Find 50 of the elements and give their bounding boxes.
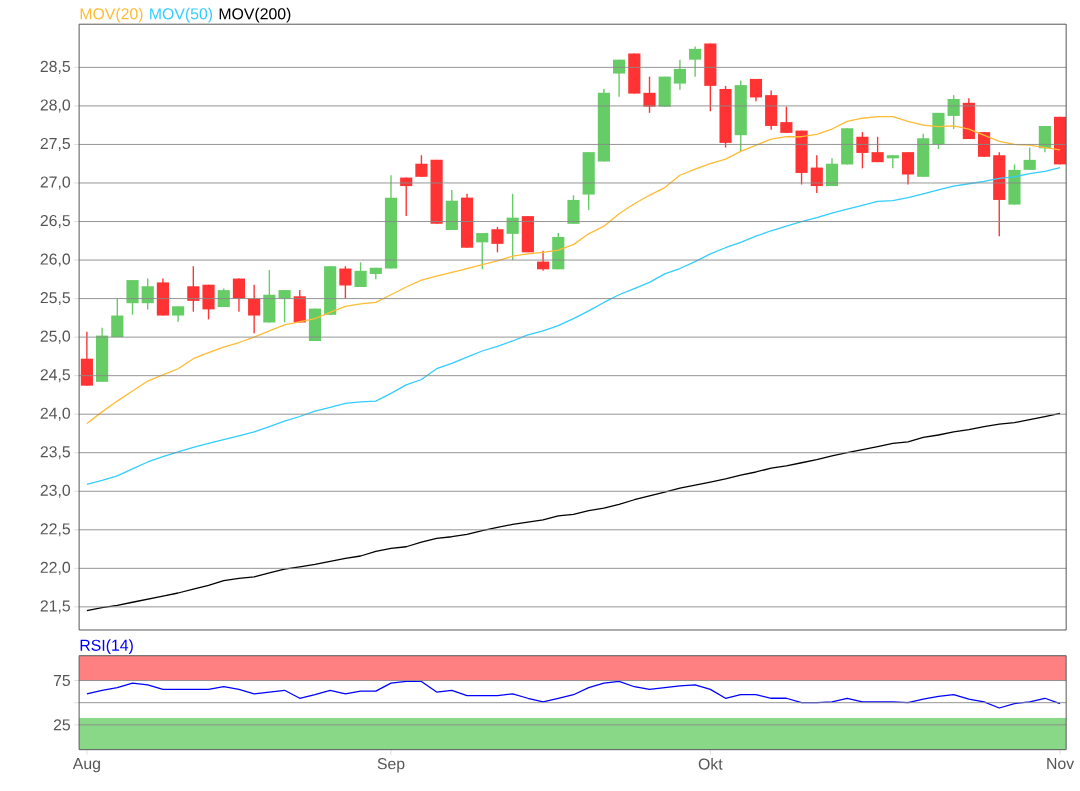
y-tick-label: 27,5 <box>40 137 71 151</box>
y-tick-label: 26,5 <box>40 214 71 228</box>
text: MOV(200) <box>219 7 291 23</box>
x-tick-label: Nov <box>1047 758 1075 770</box>
candlestick <box>506 192 519 261</box>
y-tick-label: 25 <box>53 719 71 731</box>
candlestick <box>476 232 489 270</box>
x-tick-label: Aug <box>72 758 100 773</box>
y-tick-label: 23,0 <box>40 484 71 498</box>
candlestick <box>217 287 230 308</box>
y-tick-label: 28,0 <box>40 99 71 113</box>
candlestick <box>567 194 580 225</box>
y-tick-label: 21,5 <box>40 600 71 614</box>
candlestick <box>126 279 139 316</box>
candlestick <box>901 151 915 186</box>
candlestick <box>613 58 626 98</box>
candlestick <box>187 265 200 313</box>
candlestick <box>232 277 246 313</box>
y-tick-label: 22,0 <box>40 561 71 575</box>
candlestick <box>339 265 352 300</box>
text: MOV(50) <box>150 7 213 23</box>
candlestick <box>248 283 261 334</box>
candlestick <box>856 131 869 169</box>
y-tick-label: 24,5 <box>40 369 71 383</box>
candlestick <box>871 135 884 163</box>
candlestick <box>415 154 428 178</box>
series-label: RSI(14) <box>80 639 133 654</box>
candlestick <box>354 261 367 288</box>
y-tick-label: 75 <box>53 674 71 686</box>
candlestick <box>141 277 154 310</box>
y-tick-label: 27,0 <box>40 176 71 190</box>
text: MOV(20) <box>80 7 143 23</box>
x-tick-label: Okt <box>698 758 723 770</box>
y-tick-label: 25,5 <box>40 291 71 306</box>
x-tick-label: Sep <box>377 758 405 773</box>
y-tick-label: 24,0 <box>40 407 71 421</box>
y-tick-label: 28,5 <box>40 60 71 74</box>
y-tick-label: 23,5 <box>40 446 71 460</box>
candlestick <box>491 226 504 253</box>
candlestick <box>673 58 687 91</box>
candlestick <box>1023 146 1036 171</box>
candlestick <box>780 105 793 134</box>
candlestick <box>111 297 124 338</box>
y-tick-label: 22,5 <box>40 523 71 537</box>
candlestick <box>278 289 291 324</box>
candlestick <box>689 45 702 78</box>
candlestick <box>643 75 656 114</box>
candlestick <box>886 154 899 169</box>
y-tick-label: 26,0 <box>40 253 71 267</box>
y-tick-label: 25,0 <box>40 330 71 344</box>
